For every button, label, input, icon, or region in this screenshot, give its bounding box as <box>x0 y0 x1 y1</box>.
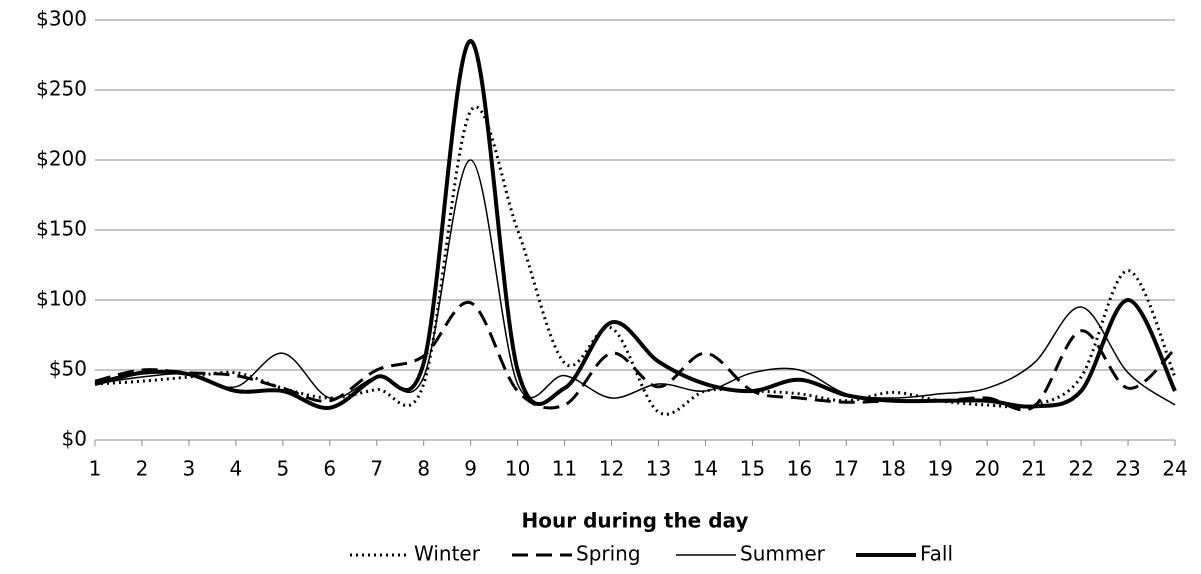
y-tick-label: $0 <box>62 427 87 451</box>
x-tick-label: 12 <box>599 457 624 481</box>
legend-label: Fall <box>920 542 953 566</box>
x-tick-label: 19 <box>927 457 952 481</box>
x-tick-label: 16 <box>787 457 812 481</box>
legend-label: Winter <box>414 542 481 566</box>
x-tick-label: 1 <box>89 457 102 481</box>
x-tick-label: 21 <box>1021 457 1046 481</box>
legend-label: Spring <box>576 542 641 566</box>
x-tick-label: 22 <box>1068 457 1093 481</box>
x-tick-label: 15 <box>740 457 765 481</box>
x-tick-label: 23 <box>1115 457 1140 481</box>
x-tick-label: 17 <box>834 457 859 481</box>
legend-label: Summer <box>740 542 826 566</box>
x-axis-title: Hour during the day <box>522 509 749 533</box>
y-tick-label: $300 <box>36 7 87 31</box>
y-tick-label: $200 <box>36 147 87 171</box>
x-tick-label: 3 <box>183 457 196 481</box>
y-tick-label: $150 <box>36 217 87 241</box>
series-line <box>94 38 1177 410</box>
x-tick-label: 2 <box>136 457 149 481</box>
x-tick-label: 5 <box>276 457 289 481</box>
series-line <box>94 301 1177 412</box>
x-tick-label: 6 <box>323 457 336 481</box>
x-tick-label: 4 <box>230 457 243 481</box>
x-tick-label: 10 <box>505 457 530 481</box>
x-tick-label: 11 <box>552 457 577 481</box>
y-tick-label: $250 <box>36 77 87 101</box>
x-tick-label: 7 <box>370 457 383 481</box>
series-line <box>94 159 1176 406</box>
x-tick-label: 13 <box>646 457 671 481</box>
x-tick-label: 20 <box>974 457 999 481</box>
x-tick-label: 24 <box>1162 457 1187 481</box>
x-tick-label: 8 <box>417 457 430 481</box>
y-tick-label: $50 <box>49 357 87 381</box>
x-tick-label: 14 <box>693 457 718 481</box>
x-tick-label: 18 <box>881 457 906 481</box>
y-tick-label: $100 <box>36 287 87 311</box>
x-tick-label: 9 <box>464 457 477 481</box>
